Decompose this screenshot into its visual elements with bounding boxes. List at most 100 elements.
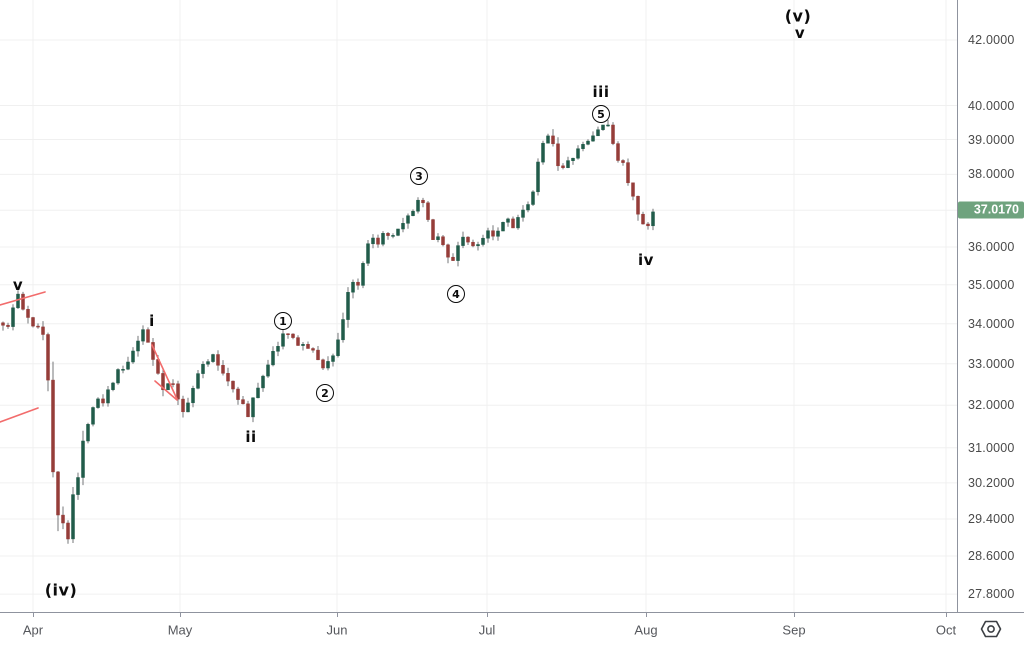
candle-down <box>241 399 245 405</box>
time-axis[interactable]: Apr May Jun Jul Aug Sep Oct <box>0 612 1024 645</box>
month-tick <box>487 613 488 617</box>
price-tick-label: 30.2000 <box>968 475 1015 490</box>
candle-down <box>321 359 325 369</box>
candle-down <box>26 309 30 318</box>
candle-down <box>296 337 300 346</box>
trend-line-drawing[interactable] <box>0 407 39 423</box>
chart-gridlines <box>0 0 957 612</box>
candle-down <box>231 380 235 390</box>
candle-up <box>581 144 585 149</box>
candle-down <box>306 344 310 349</box>
candle-up <box>301 344 305 346</box>
candle-up <box>571 157 575 161</box>
candle-up <box>326 361 330 369</box>
candle-up <box>456 245 460 261</box>
candle-down <box>66 522 70 540</box>
price-tick-label: 34.0000 <box>968 316 1015 331</box>
candle-down <box>636 195 640 215</box>
candle-up <box>261 375 265 389</box>
candle-down <box>511 218 515 229</box>
candle-down <box>551 135 555 145</box>
candle-down <box>221 365 225 374</box>
month-label-jun: Jun <box>326 622 348 637</box>
trend-line-drawing[interactable] <box>0 291 46 306</box>
candle-up <box>381 233 385 245</box>
wave-label-circled-3[interactable]: 3 <box>410 167 428 185</box>
candle-down <box>376 237 380 245</box>
candle-up <box>596 129 600 137</box>
candle-down <box>316 349 320 361</box>
wave-label-iv[interactable]: (iv) <box>44 580 78 600</box>
candle-down <box>161 373 165 391</box>
candlestick-series <box>1 119 655 544</box>
wave-label-v[interactable]: (v) <box>784 6 812 26</box>
price-tick-label: 33.0000 <box>968 356 1015 371</box>
candle-down <box>616 143 620 161</box>
candle-up <box>271 351 275 366</box>
candle-up <box>406 215 410 224</box>
price-tick-label: 35.0000 <box>968 277 1015 292</box>
candle-down <box>446 244 450 258</box>
price-tick-label: 39.0000 <box>968 132 1015 147</box>
wave-label-ii[interactable]: ii <box>245 428 257 446</box>
month-tick <box>646 613 647 617</box>
candle-down <box>556 143 560 167</box>
candle-down <box>31 317 35 327</box>
wave-label-circled-1[interactable]: 1 <box>274 312 292 330</box>
candle-up <box>201 363 205 374</box>
candle-up <box>276 346 280 352</box>
wave-label-circled-2[interactable]: 2 <box>316 384 334 402</box>
candle-up <box>486 230 490 239</box>
candle-down <box>171 383 175 385</box>
candle-up <box>601 124 605 130</box>
wave-label-iii[interactable]: iii <box>592 83 610 101</box>
candle-down <box>226 373 230 382</box>
hexagon-gear-icon <box>980 620 1002 638</box>
candle-up <box>606 124 610 127</box>
price-axis[interactable]: 42.0000 40.0000 39.0000 38.0000 36.0000 35.00… <box>957 0 1024 612</box>
month-label-oct: Oct <box>935 622 956 637</box>
candle-up <box>186 402 190 413</box>
candle-up <box>336 339 340 356</box>
candle-down <box>631 182 635 197</box>
wave-label-v[interactable]: v <box>12 276 24 294</box>
candle-down <box>21 293 25 310</box>
candle-up <box>516 217 520 229</box>
wave-label-i[interactable]: i <box>149 312 155 330</box>
trend-line-drawing[interactable] <box>154 380 178 401</box>
candle-up <box>206 361 210 365</box>
candle-up <box>331 355 335 362</box>
time-axis-settings-button[interactable] <box>959 613 1024 645</box>
candle-up <box>126 361 130 370</box>
candle-down <box>426 202 430 220</box>
price-tick-label: 32.0000 <box>968 398 1015 413</box>
candle-down <box>46 334 50 381</box>
candlestick-chart-canvas[interactable] <box>0 0 957 612</box>
candle-up <box>546 135 550 144</box>
candle-down <box>291 333 295 338</box>
wave-label-v[interactable]: v <box>794 24 806 42</box>
candle-up <box>496 230 500 237</box>
price-tick-label: 38.0000 <box>968 167 1015 182</box>
candle-up <box>396 228 400 236</box>
candle-up <box>401 223 405 230</box>
candle-down <box>421 199 425 204</box>
wave-label-circled-5[interactable]: 5 <box>592 105 610 123</box>
month-label-aug: Aug <box>634 622 658 637</box>
candle-down <box>36 325 40 328</box>
candle-up <box>536 161 540 193</box>
month-label-apr: Apr <box>22 622 44 637</box>
wave-label-iv[interactable]: iv <box>638 251 654 269</box>
candle-down <box>216 354 220 366</box>
candle-up <box>256 387 260 399</box>
candle-up <box>251 397 255 418</box>
candle-up <box>111 382 115 390</box>
candle-down <box>451 256 455 261</box>
trend-line-drawing[interactable] <box>151 344 178 400</box>
price-tick-label: 31.0000 <box>968 440 1015 455</box>
candle-down <box>466 236 470 243</box>
candle-up <box>416 199 420 212</box>
candle-down <box>471 241 475 247</box>
candle-down <box>646 223 650 227</box>
wave-label-circled-4[interactable]: 4 <box>447 285 465 303</box>
